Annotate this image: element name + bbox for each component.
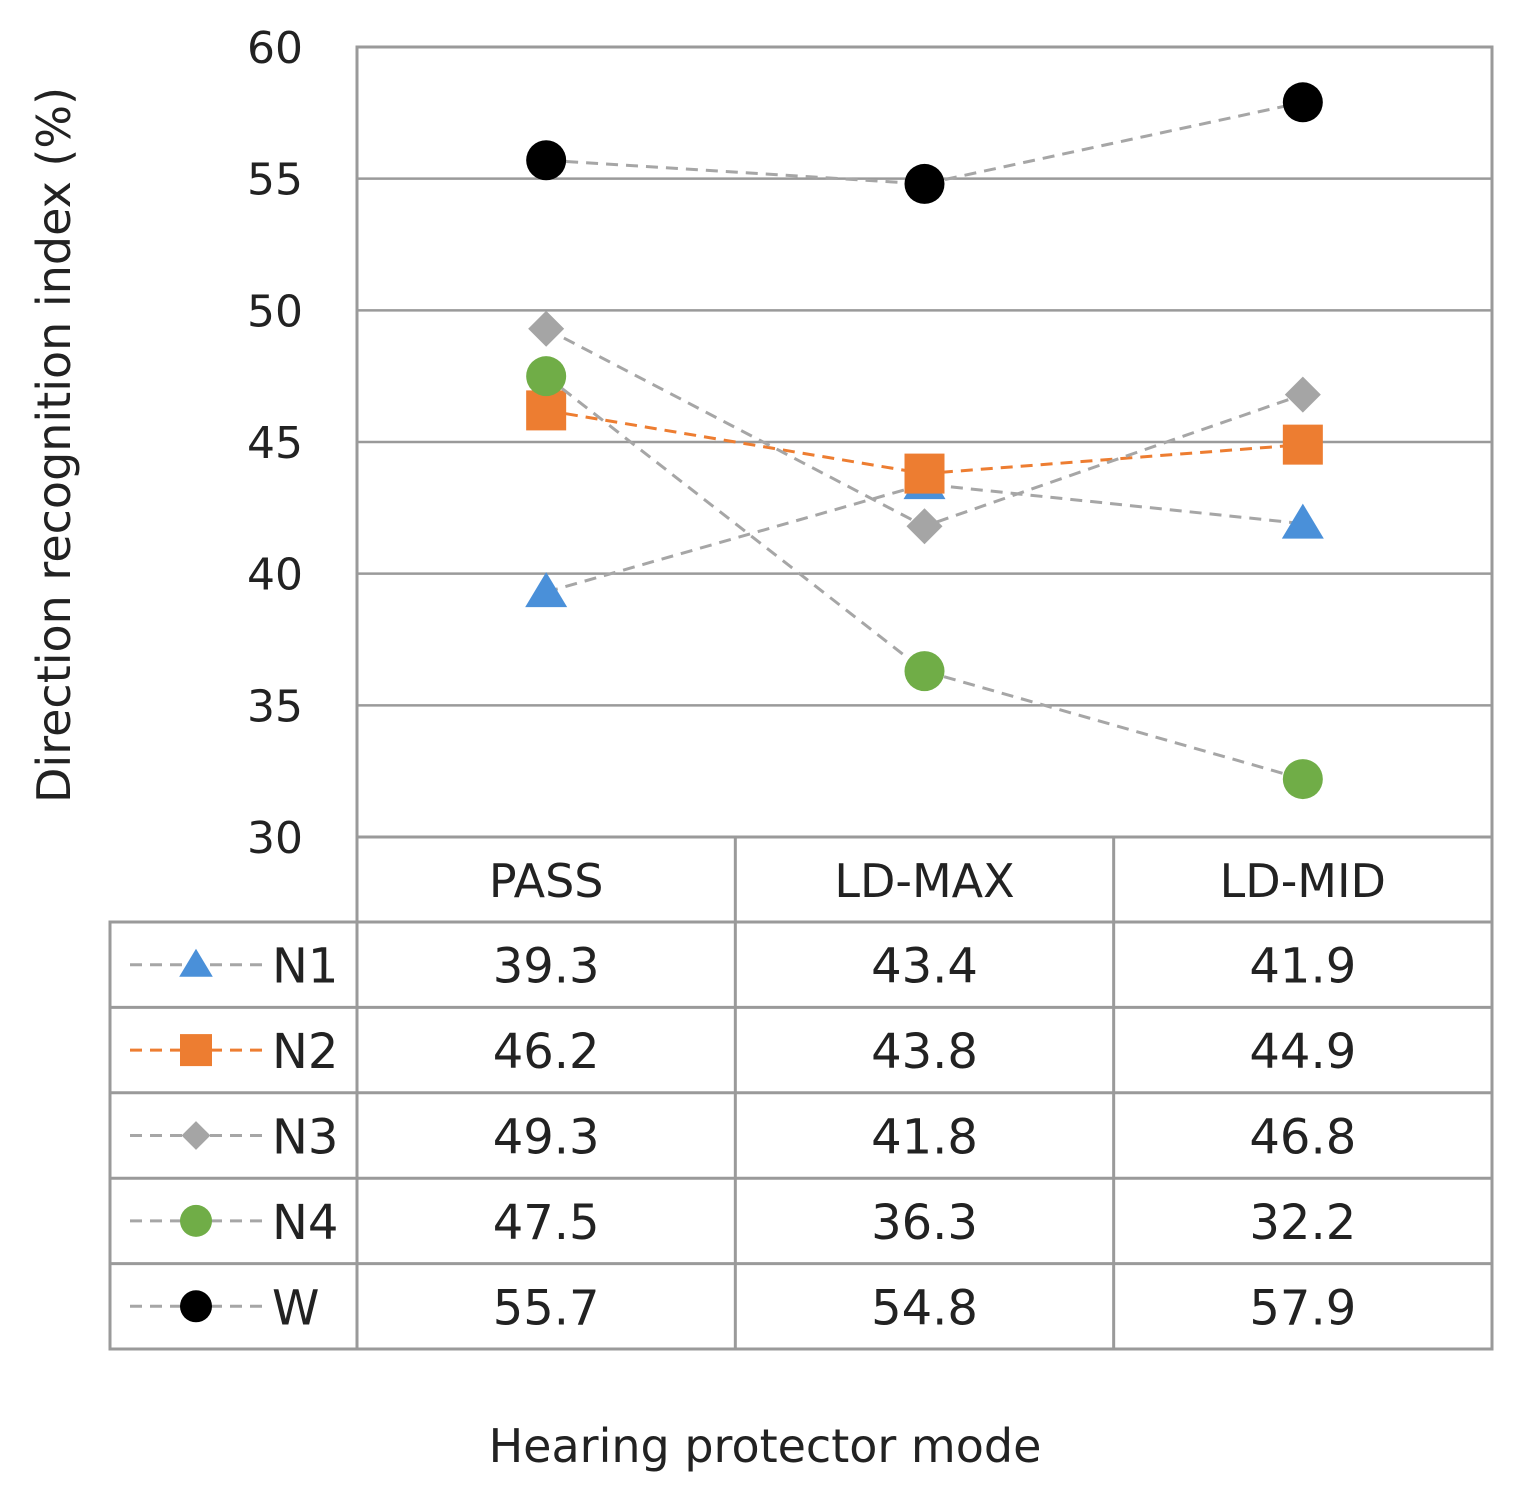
data-point: [1282, 759, 1323, 800]
category-label: PASS: [489, 854, 604, 908]
data-point: [1282, 82, 1323, 123]
legend-label: N4: [272, 1195, 338, 1251]
data-point: [1282, 424, 1323, 465]
y-tick-label: 40: [247, 550, 303, 601]
data-point: [526, 140, 567, 181]
table-cell-value: 46.2: [493, 1024, 600, 1080]
table-cell-value: 44.9: [1249, 1024, 1356, 1080]
data-point: [526, 390, 567, 431]
series-line: [546, 100, 1304, 186]
table-cell-value: 36.3: [871, 1195, 978, 1251]
data-point: [528, 310, 565, 347]
data-point: [904, 163, 945, 204]
data-point: [525, 572, 568, 608]
data-point: [906, 508, 943, 545]
series-line: [545, 482, 1303, 594]
y-tick-label: 55: [247, 155, 303, 206]
table-cell-value: 43.8: [871, 1024, 978, 1080]
table-cell-value: 55.7: [493, 1280, 600, 1336]
legend-marker: [180, 1290, 212, 1323]
legend-label: N1: [272, 939, 338, 995]
legend-key-n2: [130, 1034, 262, 1067]
data-point: [904, 453, 945, 494]
table-cell-value: 32.2: [1249, 1195, 1356, 1251]
legend-marker: [179, 948, 213, 977]
legend-key-n3: [130, 1121, 262, 1150]
series-n4: [526, 356, 1323, 800]
table-cell-value: 43.4: [871, 939, 978, 995]
data-point: [526, 356, 567, 397]
data-point: [904, 651, 945, 692]
legend-label: N3: [272, 1110, 338, 1166]
category-label: LD-MID: [1220, 854, 1386, 908]
table-cell-value: 49.3: [493, 1110, 600, 1166]
data-table: PASS LD-MAX LD-MID N1 39.3 43.4 41.9 N2 46.2 43.8…: [108, 835, 1494, 1351]
y-axis-label: Direction recognition index (%): [27, 87, 81, 803]
legend-marker: [181, 1121, 211, 1150]
x-axis-label: Hearing protector mode: [489, 1419, 1042, 1473]
series-n3: [528, 310, 1321, 545]
legend-key-n4: [130, 1204, 262, 1237]
category-label: LD-MAX: [834, 854, 1014, 908]
table-cell-value: 57.9: [1249, 1280, 1356, 1336]
series-line: [545, 374, 1304, 781]
y-tick-label: 50: [247, 286, 303, 337]
y-tick-label: 30: [247, 813, 303, 864]
legend-label: N2: [272, 1024, 338, 1080]
table-cell-value: 46.8: [1249, 1110, 1356, 1166]
table-cell-value: 54.8: [871, 1280, 978, 1336]
legend-key-w: [130, 1290, 262, 1323]
y-tick-label: 60: [247, 23, 303, 74]
table-cell-value: 47.5: [493, 1195, 600, 1251]
data-point: [1284, 376, 1321, 413]
y-axis-ticks: 30 35 40 45 50 55 60: [247, 23, 303, 864]
series-group: [525, 82, 1324, 800]
legend-key-n1: [130, 948, 262, 977]
data-point: [1281, 503, 1324, 539]
legend-marker: [180, 1034, 212, 1067]
table-cell-value: 39.3: [493, 939, 600, 995]
legend-label: W: [272, 1280, 319, 1336]
series-w: [526, 82, 1323, 204]
table-cell-value: 41.8: [871, 1110, 978, 1166]
y-tick-label: 45: [247, 418, 303, 469]
legend-marker: [180, 1204, 212, 1237]
series-n2: [526, 390, 1323, 494]
table-cell-value: 41.9: [1249, 939, 1356, 995]
y-tick-label: 35: [247, 681, 303, 732]
